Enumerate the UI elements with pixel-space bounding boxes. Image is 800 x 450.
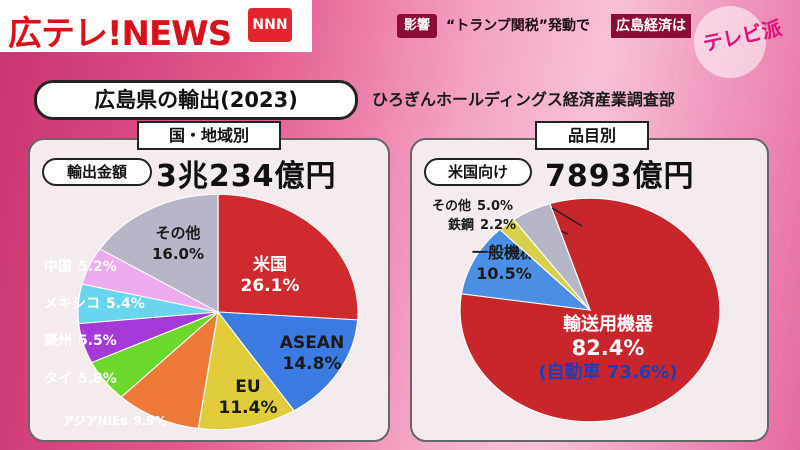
panel-title-region: 国・地域別 <box>137 121 281 150</box>
total-label-region: 輸出金額 <box>42 158 152 186</box>
region-value-8: 16.0% <box>152 245 204 263</box>
region-label-1: ASEAN <box>280 333 344 353</box>
region-value-5: 5.5% <box>78 333 117 349</box>
region-label-2: EU <box>235 377 260 397</box>
region-label-0: 米国 <box>253 254 287 275</box>
region-label-3: アジアNIEs 9.9% <box>62 414 167 428</box>
item-value-3: 5.0% <box>477 199 513 214</box>
region-slice-3 <box>120 310 219 429</box>
panel-title-item: 品目別 <box>535 121 649 150</box>
region-label-4: タイ 5.8% <box>44 371 117 387</box>
item-value-0: 82.4% <box>572 336 645 360</box>
region-value-4: 5.8% <box>78 371 117 387</box>
item-slice-1 <box>460 228 592 311</box>
region-value-1: 14.8% <box>283 354 342 374</box>
headline-badge: 影響 <box>397 14 438 38</box>
logo-bar: 広テレ!NEWS NNN <box>0 0 312 54</box>
region-value-2: 11.4% <box>219 398 278 418</box>
region-label-8: その他 <box>155 224 200 242</box>
region-label-6: メキシコ 5.4% <box>44 296 145 312</box>
region-value-6: 5.4% <box>106 296 145 312</box>
item-label-0: 輸送用機器 <box>563 313 654 335</box>
region-value-3: 9.9% <box>133 414 166 428</box>
item-slice-3 <box>512 203 591 311</box>
item-value-2: 2.2% <box>480 218 516 233</box>
region-value-0: 26.1% <box>241 276 300 296</box>
region-label-5: 豪州 5.5% <box>44 332 117 349</box>
region-slice-8 <box>99 193 219 313</box>
item-label-3: その他 5.0% <box>432 198 513 214</box>
headline-text: “トランプ関税”発動で <box>446 18 590 34</box>
total-value-item: 7893億円 <box>545 159 695 194</box>
channel-logo: 広テレ!NEWS <box>8 14 232 54</box>
chart-main-title: 広島県の輸出(2023) <box>34 80 358 120</box>
total-label-item: 米国向け <box>424 158 532 186</box>
total-value-region: 3兆234億円 <box>156 159 337 194</box>
item-sublabel-0: (自動車 73.6%) <box>538 361 677 383</box>
item-value-1: 10.5% <box>476 264 532 283</box>
region-slice-2 <box>197 310 295 431</box>
region-slice-1 <box>216 311 359 412</box>
source-label: ひろぎんホールディングス経済産業調査部 <box>372 90 675 109</box>
nnn-logo-badge: NNN <box>248 8 292 42</box>
region-label-7: 中国 5.2% <box>44 258 117 275</box>
region-slice-0 <box>217 193 359 321</box>
headline-highlight: 広島経済は <box>611 14 691 38</box>
watermark-circle <box>694 6 766 78</box>
item-label-2: 鉄鋼 2.2% <box>448 217 516 233</box>
region-value-7: 5.2% <box>78 259 117 275</box>
